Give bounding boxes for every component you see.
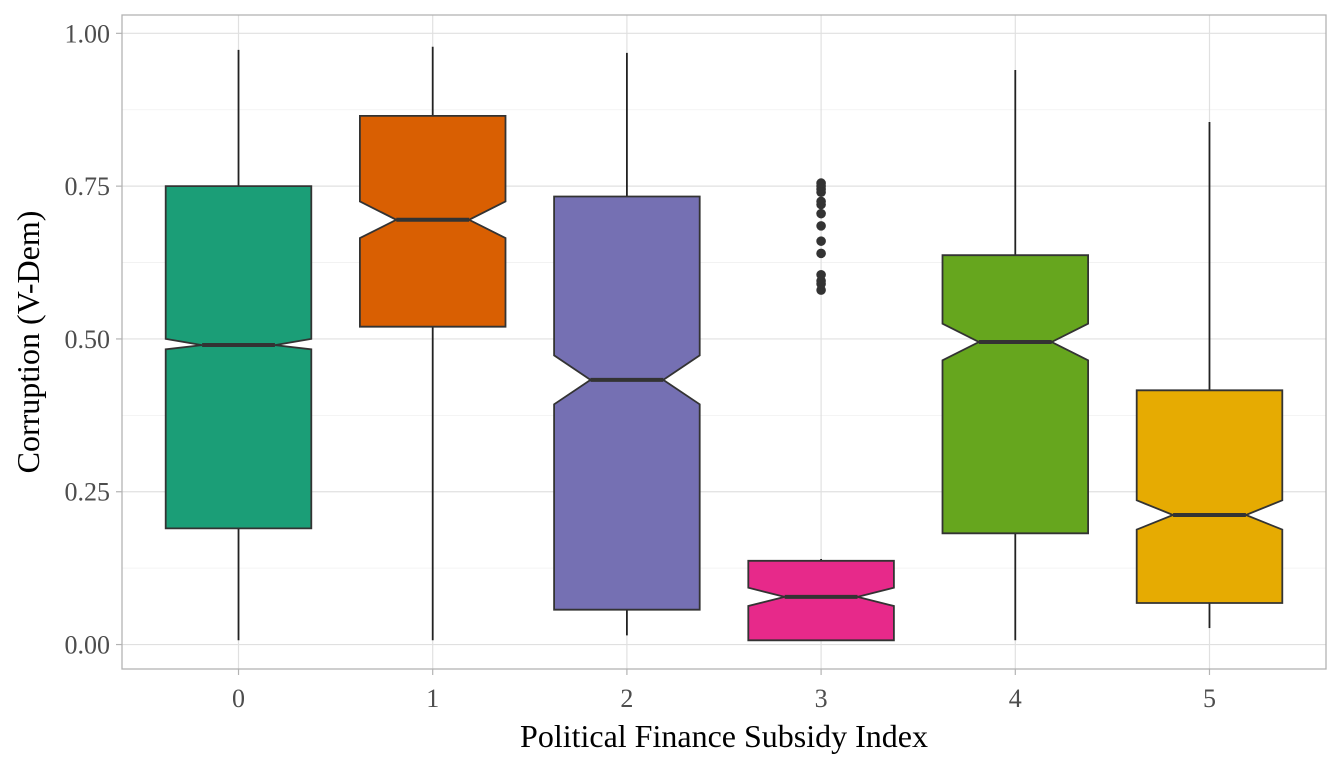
notched-box: [553, 195, 701, 611]
x-tick-label: 5: [1203, 684, 1216, 713]
box-group-3: [747, 178, 895, 642]
plot-panel-border: [121, 14, 1327, 670]
y-tick-label: 1.00: [65, 19, 111, 48]
x-axis-title: Political Finance Subsidy Index: [520, 718, 928, 754]
y-axis-title: Corruption (V-Dem): [10, 211, 46, 474]
x-tick-label: 1: [426, 684, 439, 713]
outlier-point: [816, 208, 826, 219]
outlier-point: [816, 236, 826, 246]
axes: 0.00 0.25 0.50 0.75 1.00 0 1 2 3 4 5: [65, 19, 1216, 713]
box-group-5: [1135, 121, 1284, 629]
box-group-0: [164, 49, 313, 641]
notched-box: [747, 559, 895, 642]
x-tick-label: 4: [1009, 684, 1022, 713]
outlier-point: [816, 221, 826, 231]
notched-box: [941, 254, 1089, 535]
y-tick-label: 0.75: [65, 172, 111, 201]
notched-box: [164, 185, 313, 530]
box-group-2: [553, 52, 701, 636]
outlier-point: [816, 178, 826, 188]
y-tick-label: 0.50: [65, 325, 111, 354]
outlier-point: [816, 248, 826, 259]
outlier-point: [816, 196, 826, 207]
outlier-point: [816, 269, 826, 280]
x-tick-label: 0: [232, 684, 245, 713]
x-tick-label: 2: [620, 684, 633, 713]
box-group-1: [358, 46, 507, 641]
y-tick-label: 0.00: [65, 631, 111, 660]
box-group-4: [941, 70, 1089, 641]
x-tick-label: 3: [815, 684, 828, 713]
y-tick-label: 0.25: [65, 478, 111, 507]
notched-box: [1135, 389, 1284, 604]
boxes: [164, 46, 1284, 642]
